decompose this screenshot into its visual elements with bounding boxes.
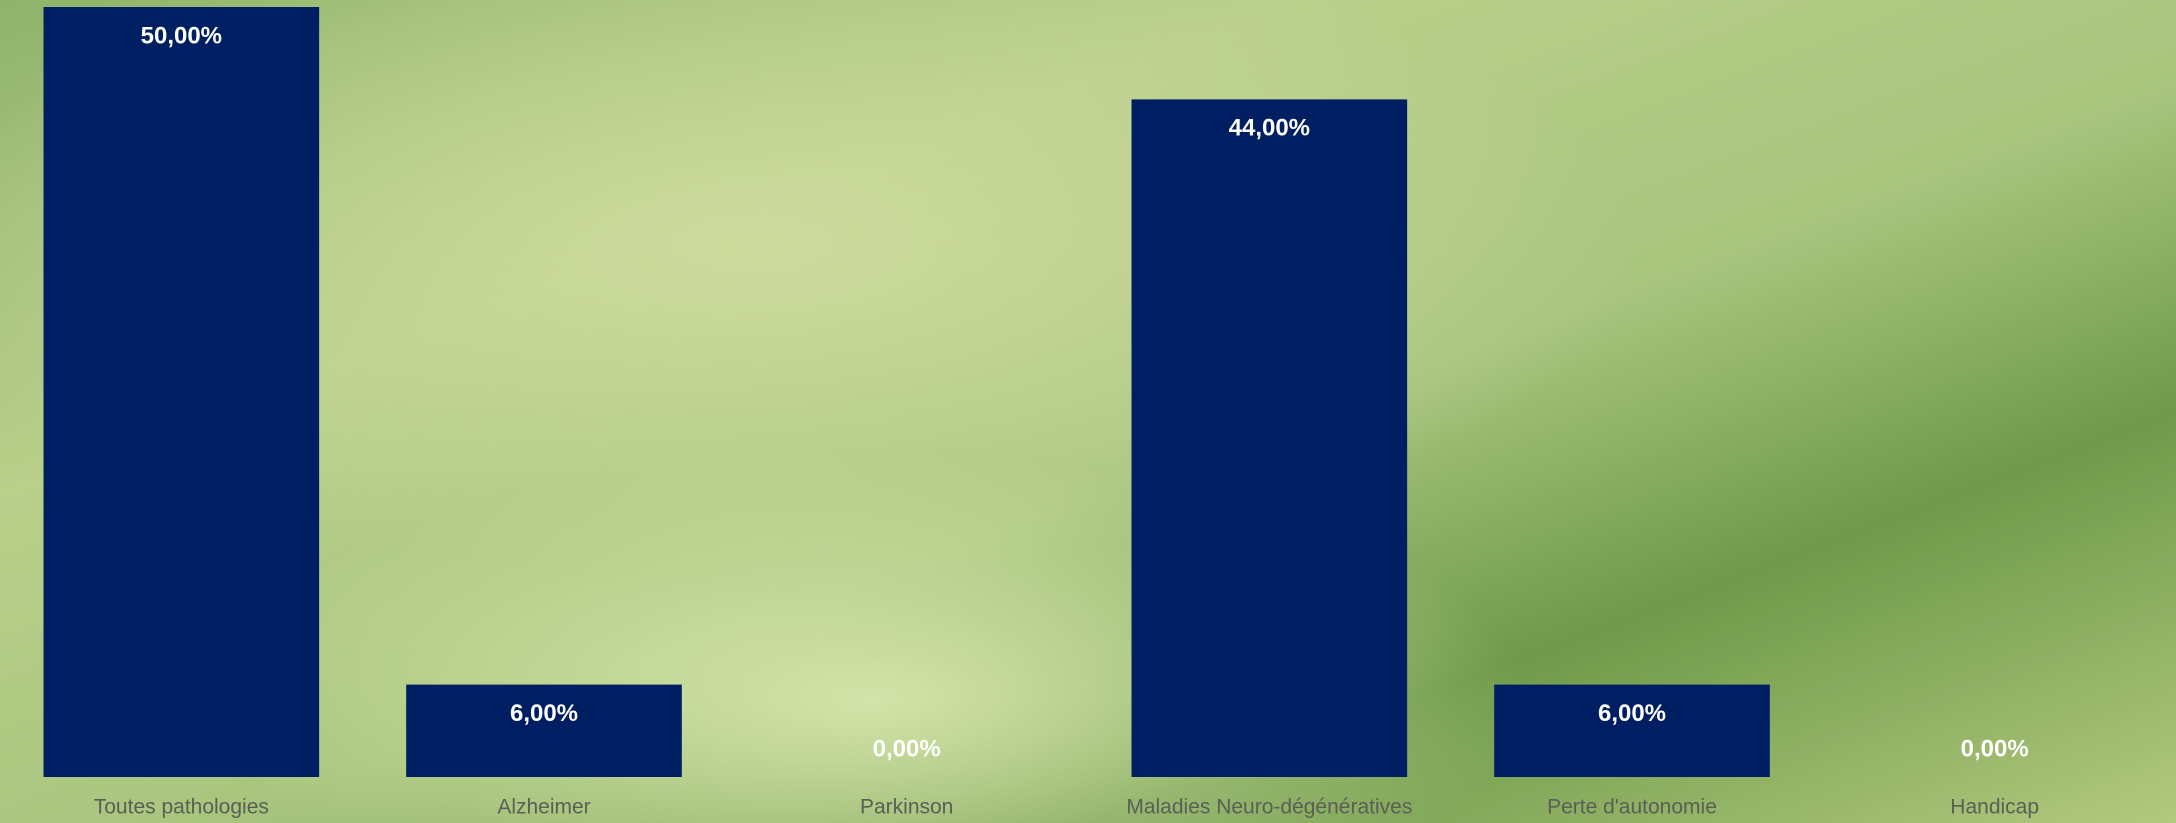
bar xyxy=(1131,99,1408,777)
x-tick-label: Parkinson xyxy=(860,796,953,819)
bar xyxy=(406,684,682,777)
x-tick-label: Maladies Neuro-dégénératives xyxy=(1126,796,1412,819)
data-label: 0,00% xyxy=(873,735,941,762)
bar xyxy=(1494,684,1770,777)
x-tick-label: Toutes pathologies xyxy=(94,796,269,819)
data-label: 50,00% xyxy=(141,22,222,49)
bar xyxy=(43,7,320,777)
x-tick-label: Perte d'autonomie xyxy=(1547,796,1717,819)
data-label: 6,00% xyxy=(1598,700,1666,727)
x-tick-label: Handicap xyxy=(1950,796,2039,819)
x-tick-label: Alzheimer xyxy=(497,796,590,819)
data-label: 0,00% xyxy=(1961,735,2029,762)
data-label: 44,00% xyxy=(1229,115,1310,142)
data-label: 6,00% xyxy=(510,700,578,727)
